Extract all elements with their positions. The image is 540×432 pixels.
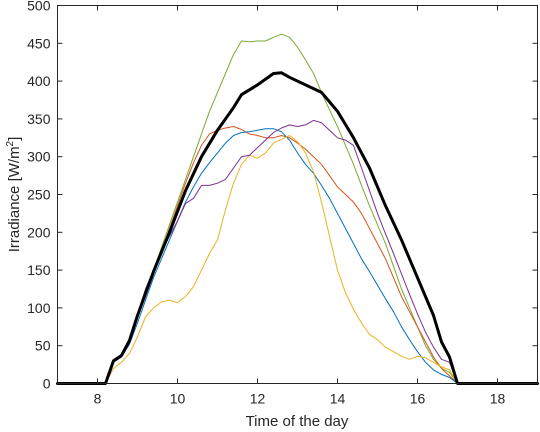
- y-tick-label: 100: [27, 300, 51, 316]
- y-tick-label: 0: [43, 376, 51, 392]
- series-layer: [56, 33, 539, 385]
- series-line-3: [57, 128, 538, 384]
- series-line-4: [57, 135, 538, 384]
- y-tick-label: 300: [27, 149, 51, 165]
- y-tick-label: 150: [27, 262, 51, 278]
- plot-area-background: [57, 5, 538, 384]
- y-axis-label-main: Irradiance [W/m: [6, 146, 23, 252]
- x-tick-label: 16: [410, 391, 426, 407]
- x-axis-label: Time of the day: [246, 413, 349, 430]
- x-tick-label: 8: [94, 391, 102, 407]
- x-tick-label: 10: [170, 391, 186, 407]
- y-axis-label-superscript: 2: [5, 140, 16, 146]
- y-tick-label: 400: [27, 73, 51, 89]
- y-tick-label: 350: [27, 111, 51, 127]
- y-tick-label: 50: [35, 338, 51, 354]
- y-tick-label: 250: [27, 187, 51, 203]
- y-tick-label: 450: [27, 35, 51, 51]
- x-tick-label: 12: [250, 391, 266, 407]
- y-tick-label: 500: [27, 0, 51, 14]
- y-tick-label: 200: [27, 224, 51, 240]
- ticks-layer: 8 10 12 14 16 18 0 50 100 150 200 250 300 350 400 450 50…: [27, 0, 538, 407]
- y-axis-label: Irradiance [W/m2]: [5, 137, 23, 253]
- x-tick-label: 14: [330, 391, 346, 407]
- y-axis-label-end: ]: [6, 137, 23, 141]
- x-tick-label: 18: [490, 391, 506, 407]
- series-line-6: [56, 71, 539, 385]
